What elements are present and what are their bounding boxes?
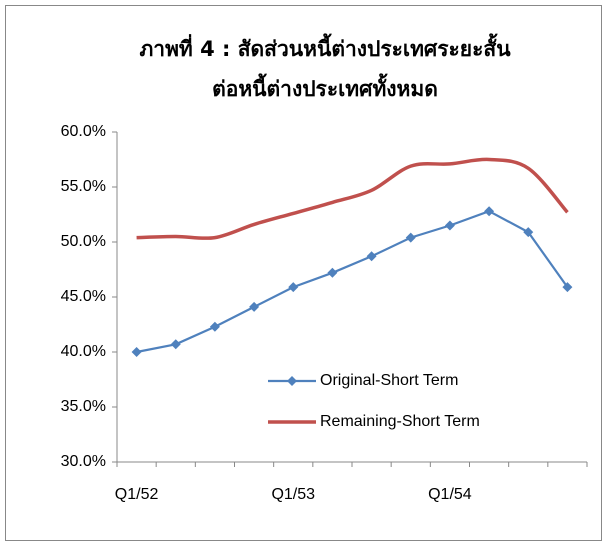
y-tick-label: 30.0% xyxy=(61,453,106,470)
data-point xyxy=(523,227,534,238)
legend-label: Remaining-Short Term xyxy=(320,413,480,430)
data-point xyxy=(366,251,377,262)
chart-border xyxy=(5,5,602,541)
data-point xyxy=(288,282,299,293)
y-tick-label: 60.0% xyxy=(61,123,106,140)
data-point xyxy=(444,220,455,231)
data-point xyxy=(131,347,142,357)
y-tick-label: 45.0% xyxy=(61,288,106,305)
data-point xyxy=(209,321,220,332)
data-point xyxy=(327,267,338,278)
y-tick-label: 55.0% xyxy=(61,178,106,195)
chart-title: ต่อหนี้ต่างประเทศทั้งหมด xyxy=(212,73,438,101)
data-point xyxy=(405,232,416,243)
data-point xyxy=(562,282,573,293)
data-point xyxy=(249,301,260,312)
x-tick-label: Q1/54 xyxy=(428,486,472,503)
series-line xyxy=(136,209,569,354)
x-tick-label: Q1/52 xyxy=(115,486,159,503)
legend-label: Original-Short Term xyxy=(320,372,458,389)
series-line xyxy=(136,157,569,241)
chart-title: ภาพที่ 4 : สัดส่วนหนี้ต่างประเทศระยะสั้น xyxy=(139,33,511,61)
y-tick-label: 40.0% xyxy=(61,343,106,360)
data-point xyxy=(170,339,181,350)
y-tick-label: 35.0% xyxy=(61,398,106,415)
y-tick-label: 50.0% xyxy=(61,233,106,250)
x-tick-label: Q1/53 xyxy=(271,486,315,503)
legend-marker xyxy=(287,376,297,386)
data-point xyxy=(484,206,495,217)
